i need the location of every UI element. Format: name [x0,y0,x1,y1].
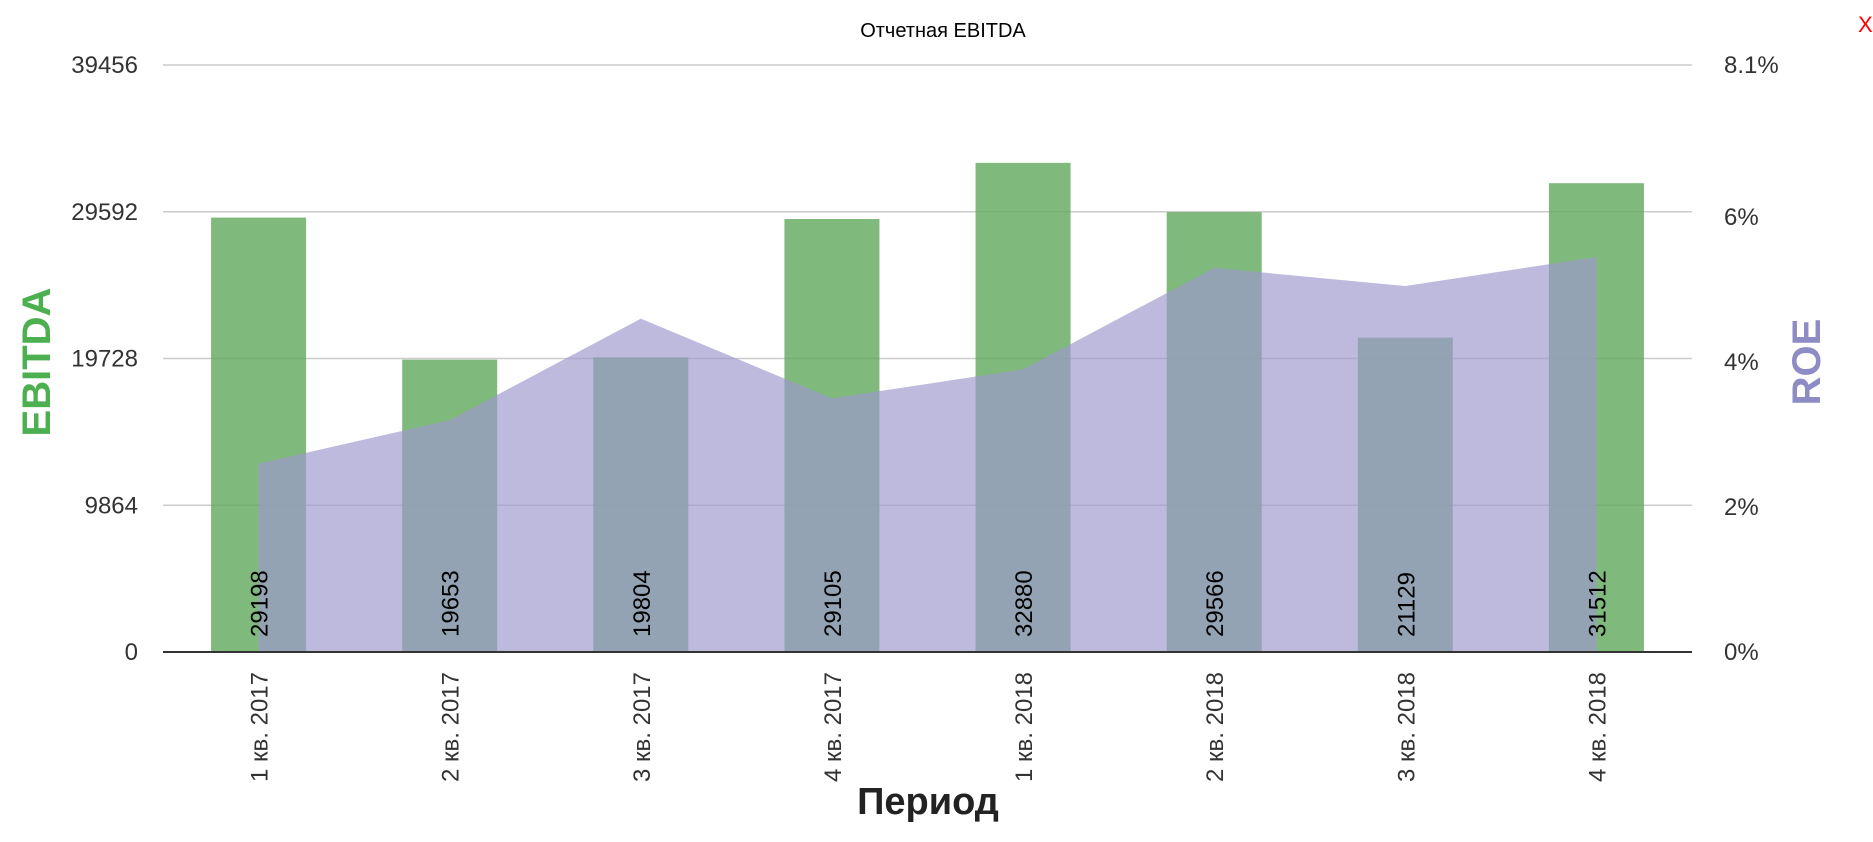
x-tick-label: 2 кв. 2017 [438,672,465,782]
chart-title: Отчетная EBITDA [860,20,1026,42]
y-left-axis-label: EBITDA [15,288,59,437]
right-tick-label: 0% [1724,639,1759,666]
x-tick-label: 4 кв. 2017 [820,672,847,782]
left-tick-label: 9864 [85,492,138,519]
roe-area [258,257,1597,652]
bar-data-label: 19653 [438,570,465,637]
bar-data-labels: 29198 19653 19804 29105 32880 29566 21129 31512 [247,570,1612,637]
left-tick-label: 19728 [71,346,138,373]
bar-data-label: 29566 [1202,570,1229,637]
roe-area-shape [258,257,1597,652]
x-tick-label: 1 кв. 2017 [247,672,274,782]
left-tick-label: 0 [125,639,138,666]
x-tick-label: 3 кв. 2017 [629,672,656,782]
right-tick-label: 8.1% [1724,52,1779,79]
bar-data-label: 29198 [247,570,274,637]
x-tick-label: 4 кв. 2018 [1584,672,1611,782]
left-axis-ticks: 0 9864 19728 29592 39456 [71,52,138,666]
right-tick-label: 6% [1724,204,1759,231]
x-tick-label: 2 кв. 2018 [1202,672,1229,782]
right-tick-label: 2% [1724,494,1759,521]
bar-data-label: 32880 [1011,570,1038,637]
bar-data-label: 19804 [629,570,656,637]
x-axis-label: Период [857,781,999,823]
x-tick-label: 3 кв. 2018 [1393,672,1420,782]
left-tick-label: 29592 [71,199,138,226]
x-axis-ticks: 1 кв. 2017 2 кв. 2017 3 кв. 2017 4 кв. 2017… [247,672,1612,782]
y-right-axis-label: ROE [1785,319,1829,406]
bar-data-label: 31512 [1584,570,1611,637]
x-tick-label: 1 кв. 2018 [1011,672,1038,782]
right-axis-ticks: 0% 2% 4% 6% 8.1% [1724,52,1779,666]
bar-data-label: 29105 [820,570,847,637]
bar-data-label: 21129 [1393,572,1420,637]
left-tick-label: 39456 [71,52,138,79]
right-tick-label: 4% [1724,349,1759,376]
close-button[interactable]: X [1858,12,1873,37]
